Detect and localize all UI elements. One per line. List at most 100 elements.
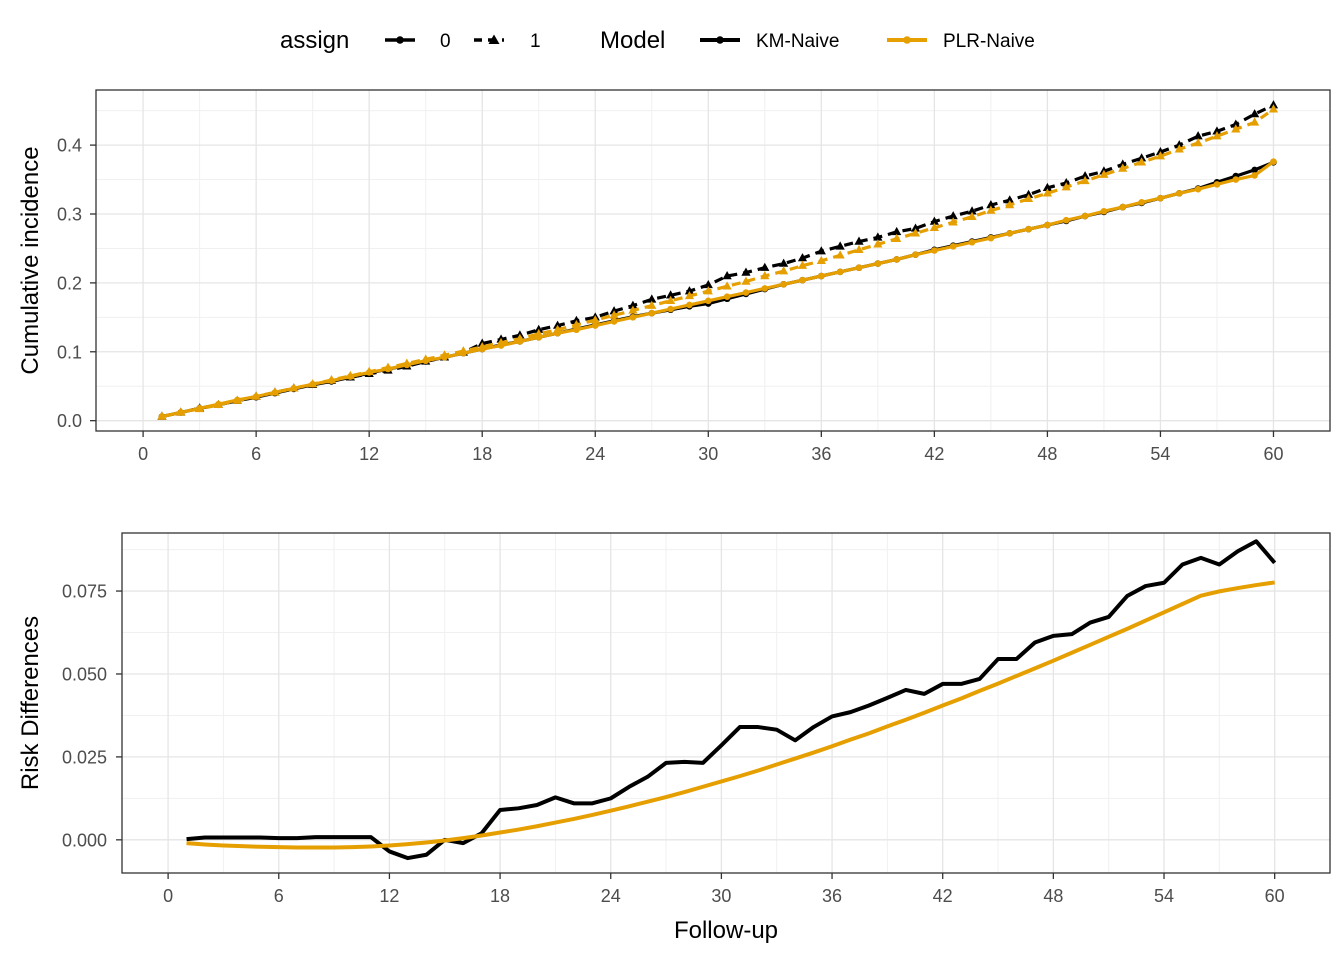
data-point-km-naive-assign-1 [666,290,676,299]
data-point-plr-naive-assign-0 [1062,216,1070,224]
data-point-plr-naive-assign-1 [1193,138,1203,147]
data-point-plr-naive-assign-1 [421,354,431,363]
data-point-km-naive-assign-1 [835,241,845,250]
data-point-km-naive-assign-1 [986,200,996,209]
data-point-plr-naive-assign-1 [647,300,657,309]
data-point-plr-naive-assign-1 [515,333,525,342]
data-point-plr-naive-assign-1 [383,362,393,371]
data-point-plr-naive-assign-0 [780,280,787,288]
data-point-plr-naive-assign-1 [496,337,506,347]
data-point-plr-naive-assign-1 [1250,117,1260,126]
data-point-plr-naive-assign-0 [723,293,731,300]
data-point-plr-naive-assign-1 [157,411,167,420]
data-point-km-naive-assign-1 [816,246,826,255]
x-tick-label: 0 [163,886,173,906]
data-point-km-naive-assign-1 [967,206,977,215]
data-point-plr-naive-assign-1 [1005,200,1015,209]
y-tick-label: 0.025 [62,747,107,767]
data-point-plr-naive-assign-1 [590,315,600,324]
data-point-plr-naive-assign-1 [345,370,355,380]
data-point-plr-naive-assign-0 [610,318,618,325]
data-point-plr-naive-assign-1 [213,399,224,409]
data-point-km-naive-assign-1 [1137,153,1147,162]
data-point-plr-naive-assign-1 [232,395,242,404]
data-point-plr-naive-assign-1 [948,217,958,226]
data-point-km-naive-assign-1 [1250,109,1260,118]
y-axis-title: Cumulative incidence [17,146,44,374]
data-point-plr-naive-assign-1 [703,286,713,295]
x-tick-label: 18 [490,886,510,906]
data-point-plr-naive-assign-1 [477,341,487,351]
data-point-km-naive-assign-1 [873,232,883,241]
data-point-plr-naive-assign-0 [1119,203,1127,211]
x-tick-label: 0 [138,444,148,464]
data-point-plr-naive-assign-1 [1042,188,1053,197]
legend-label-assign-1: 1 [530,31,541,52]
y-tick-label: 0.1 [57,342,82,362]
legend-label-assign-0: 0 [440,31,451,52]
data-point-plr-naive-assign-1 [534,328,544,338]
data-point-km-naive-assign-1 [948,211,958,220]
panel-cumulative-incidence: 0 6 12 18 24 30 36 42 48 54 60 0.0 0.1 0.2 0.3 0.4 Cumul… [17,89,1331,464]
data-point-plr-naive-assign-1 [1061,182,1071,191]
data-point-km-naive-assign-1 [797,253,808,262]
x-tick-label: 42 [933,886,953,906]
data-point-plr-naive-assign-1 [835,250,845,259]
data-point-plr-naive-assign-1 [986,205,996,214]
data-point-km-naive-assign-1 [722,271,732,280]
data-point-plr-naive-assign-1 [1155,151,1166,160]
x-tick-label: 54 [1154,886,1174,906]
x-tick-label: 60 [1265,886,1285,906]
data-point-plr-naive-assign-0 [591,322,599,329]
data-point-plr-naive-assign-0 [667,305,674,313]
data-point-plr-naive-assign-1 [741,276,751,285]
x-tick-label: 12 [379,886,399,906]
data-point-plr-naive-assign-0 [704,297,712,305]
series-line-plr-naive-assign-1 [161,107,1275,419]
data-point-km-naive-assign-1 [647,294,657,303]
data-point-km-naive-assign-1 [609,306,619,315]
data-point-plr-naive-assign-1 [289,383,299,392]
data-point-km-naive-assign-1 [1155,147,1166,156]
data-point-plr-naive-assign-1 [1137,157,1147,166]
panel-border [121,532,1331,874]
x-tick-label: 18 [472,444,492,464]
data-point-km-naive-assign-1 [1023,189,1034,198]
data-point-km-naive-assign-1 [892,226,902,236]
data-point-km-naive-assign-1 [703,279,713,289]
data-point-plr-naive-assign-1 [308,379,318,388]
data-point-plr-naive-assign-1 [552,324,563,333]
series-line-plr-naive [186,580,1275,850]
y-tick-label: 0.4 [57,136,82,156]
data-point-plr-naive-assign-0 [648,309,656,317]
data-point-plr-naive-assign-0 [1157,194,1164,202]
data-point-plr-naive-assign-1 [684,290,695,300]
data-point-plr-naive-assign-0 [1232,176,1240,183]
data-point-km-naive-assign-1 [741,267,751,276]
data-point-plr-naive-assign-1 [816,255,826,265]
legend-key-plr-marker [903,36,911,44]
data-point-plr-naive-assign-1 [666,295,676,304]
x-axis-title: Follow-up [674,917,778,944]
data-point-plr-naive-assign-0 [968,238,976,246]
data-point-plr-naive-assign-0 [1044,221,1051,229]
x-tick-label: 30 [711,886,731,906]
data-point-km-naive-assign-1 [760,262,770,271]
x-tick-label: 30 [698,444,718,464]
data-point-plr-naive-assign-0 [893,256,900,263]
plot-area [186,539,1277,861]
series-line-km-naive-assign-1 [161,103,1275,419]
data-point-plr-naive-assign-1 [1023,193,1034,203]
data-point-km-naive-assign-0 [1251,166,1258,174]
panel-border [95,89,1331,432]
data-point-plr-naive-assign-1 [270,387,280,396]
legend-title-assign: assign [280,27,349,54]
data-point-plr-naive-assign-1 [458,346,468,355]
data-point-plr-naive-assign-0 [1270,158,1277,165]
data-point-plr-naive-assign-0 [1100,207,1108,215]
y-tick-label: 0.3 [57,205,82,225]
data-point-plr-naive-assign-0 [912,251,919,258]
data-point-plr-naive-assign-0 [1006,229,1014,237]
data-point-km-naive-assign-1 [1080,171,1090,180]
